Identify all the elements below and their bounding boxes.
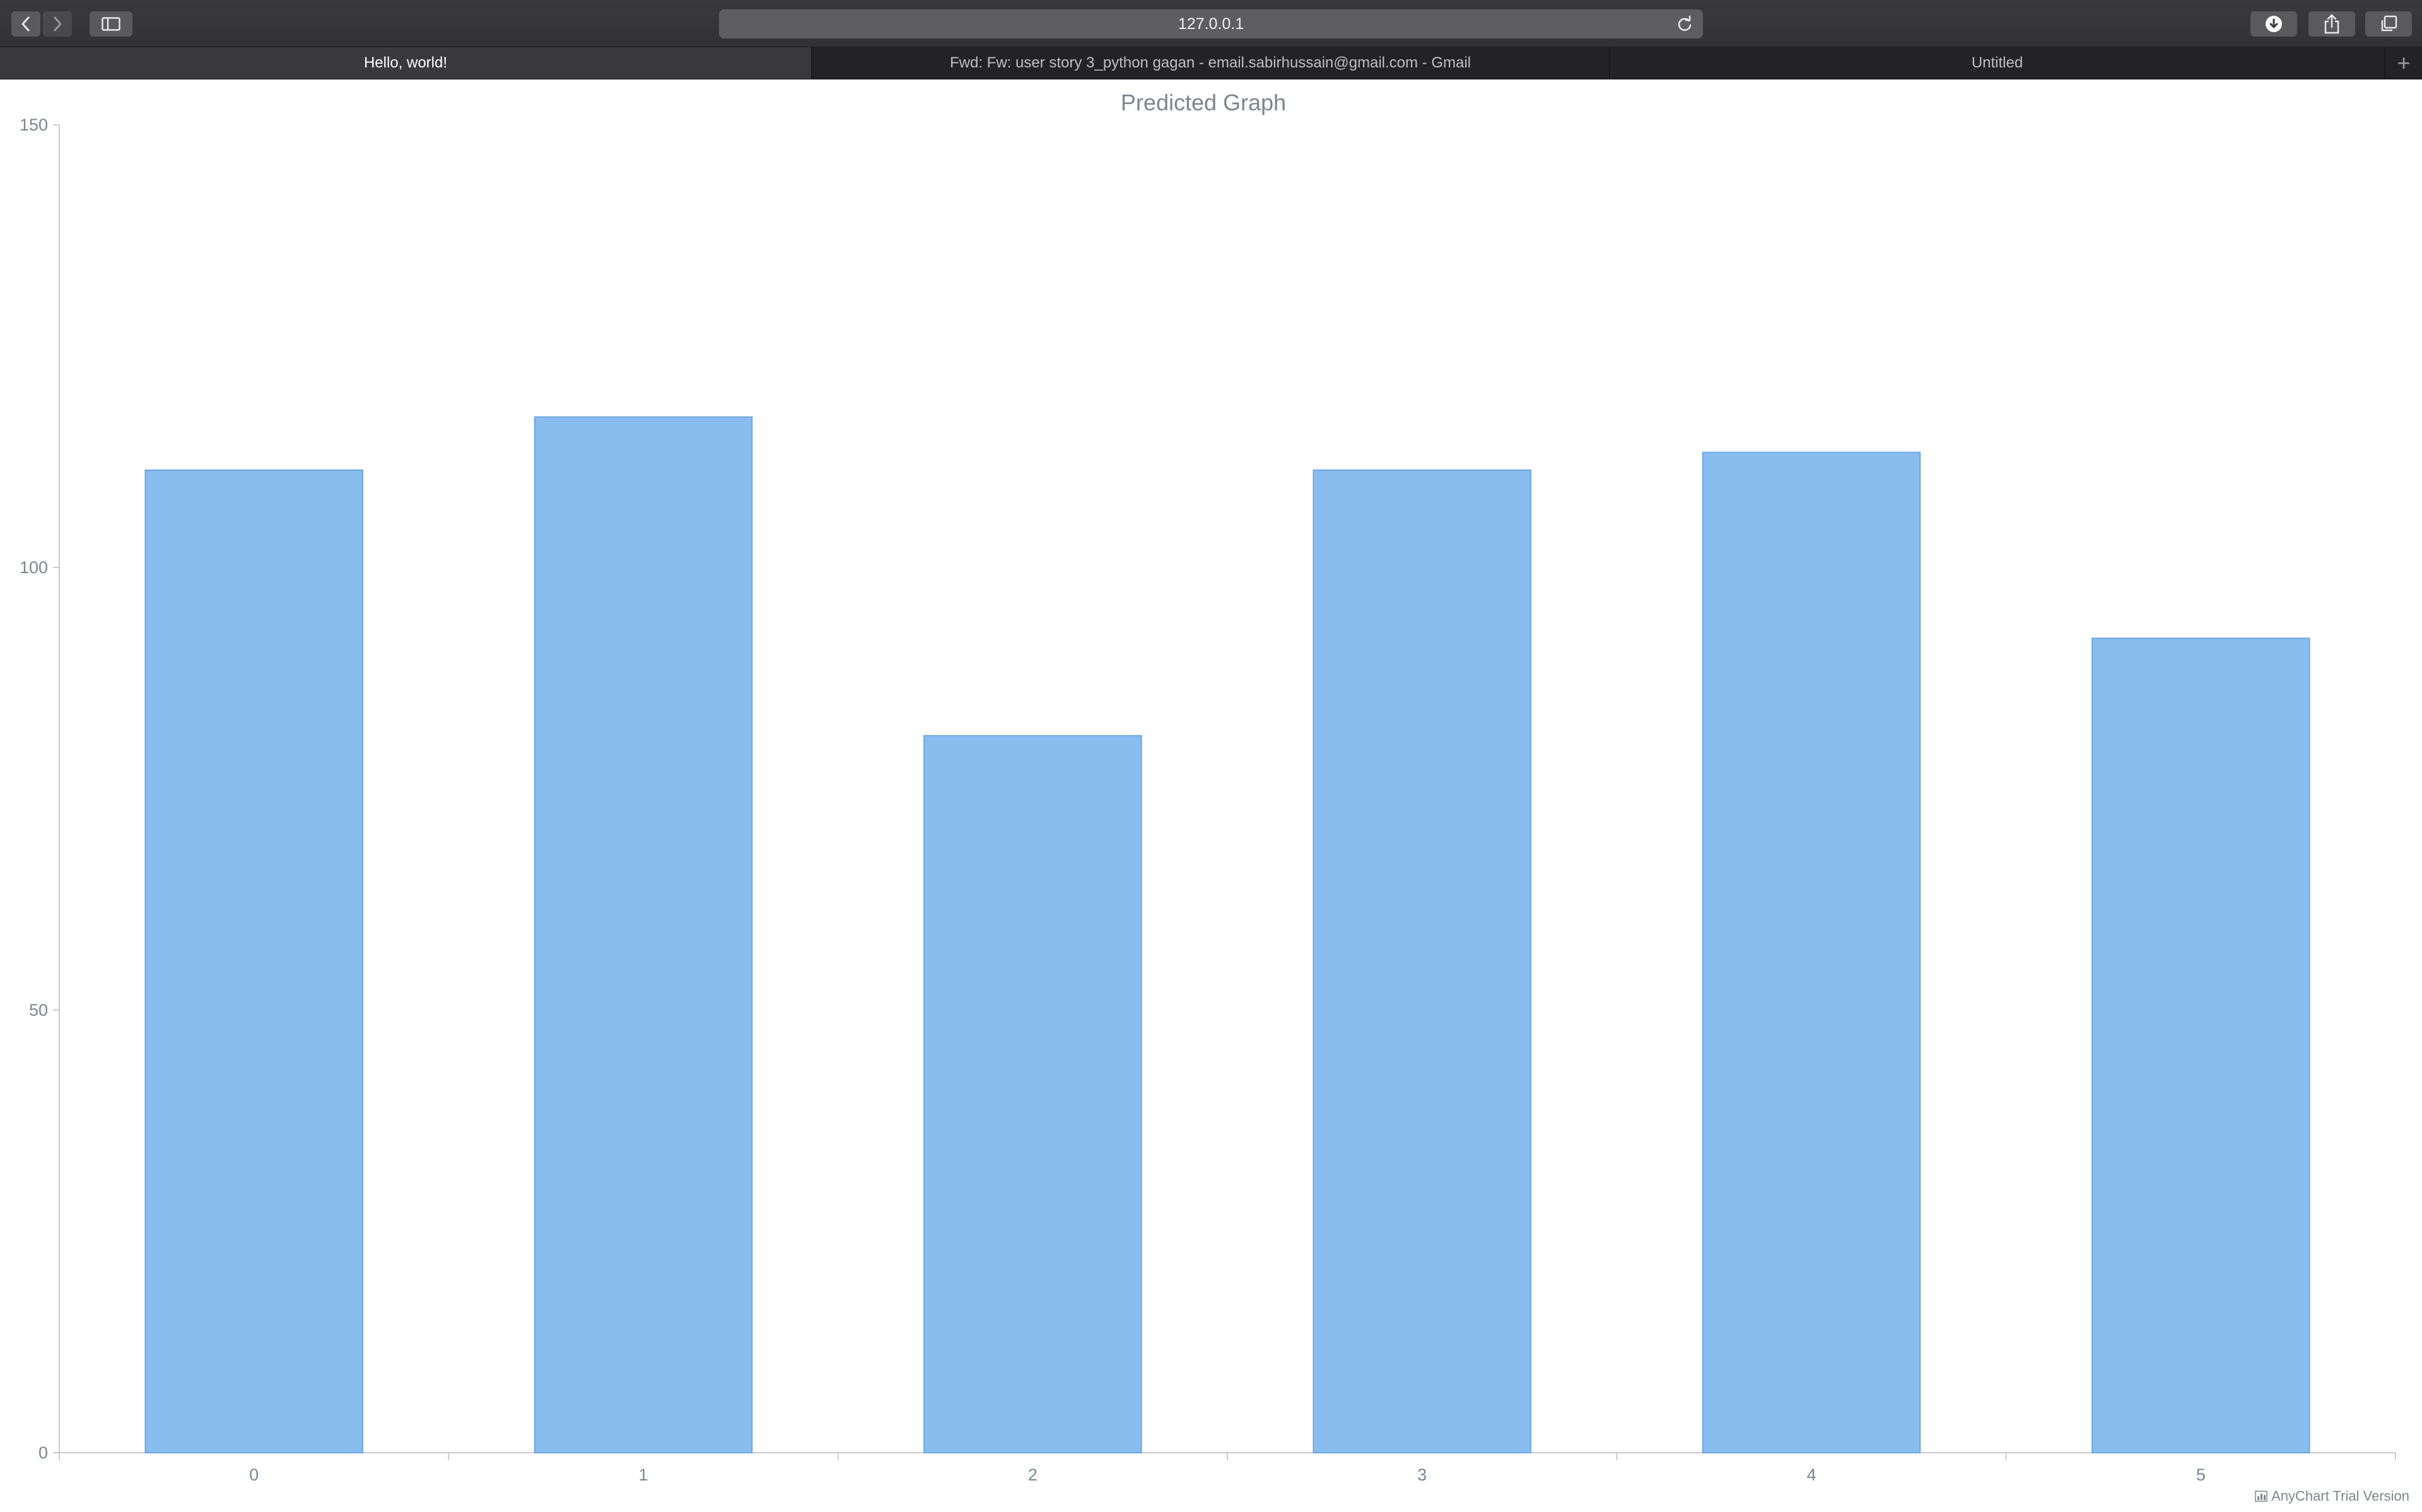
address-bar[interactable]: 127.0.0.1 bbox=[719, 9, 1703, 38]
back-button[interactable] bbox=[11, 11, 40, 37]
bar-3[interactable] bbox=[1313, 469, 1531, 1453]
tab-gmail[interactable]: Fwd: Fw: user story 3_python gagan - ema… bbox=[812, 47, 1610, 79]
tab-bar: Hello, world! Fwd: Fw: user story 3_pyth… bbox=[0, 47, 2422, 79]
tab-untitled[interactable]: Untitled bbox=[1610, 47, 2385, 79]
chevron-left-icon bbox=[21, 16, 30, 32]
credit-text: AnyChart Trial Version bbox=[2271, 1488, 2409, 1504]
sidebar-toggle-button[interactable] bbox=[90, 11, 132, 37]
tab-hello-world[interactable]: Hello, world! bbox=[0, 47, 812, 79]
chart-title: Predicted Graph bbox=[1120, 90, 1287, 115]
y-tick-label: 0 bbox=[38, 1443, 48, 1462]
chart-icon bbox=[2255, 1491, 2267, 1502]
x-tick-label: 2 bbox=[1028, 1465, 1038, 1484]
x-tick-label: 4 bbox=[1806, 1465, 1816, 1484]
downloads-button[interactable] bbox=[2250, 11, 2297, 37]
bar-chart: 0 50 100 150 0 1 2 3 4 5 bbox=[20, 115, 2396, 1484]
chevron-right-icon bbox=[54, 16, 62, 32]
tab-overview-button[interactable] bbox=[2365, 11, 2412, 37]
bar-1[interactable] bbox=[534, 416, 753, 1454]
tab-label: Untitled bbox=[1971, 54, 2023, 71]
reload-icon[interactable] bbox=[1675, 15, 1694, 33]
bar-5[interactable] bbox=[2091, 637, 2310, 1454]
bar-0[interactable] bbox=[144, 469, 363, 1453]
tab-label: Hello, world! bbox=[363, 54, 448, 71]
y-tick-label: 50 bbox=[29, 1001, 48, 1020]
x-tick-label: 5 bbox=[2196, 1465, 2206, 1484]
y-tick-label: 150 bbox=[20, 115, 48, 134]
bar-4[interactable] bbox=[1702, 451, 1921, 1453]
tabs-icon bbox=[2381, 15, 2397, 32]
x-tick-label: 1 bbox=[638, 1465, 648, 1484]
browser-toolbar: 127.0.0.1 bbox=[0, 0, 2422, 47]
x-tick-label: 3 bbox=[1417, 1465, 1427, 1484]
y-tick-label: 100 bbox=[20, 558, 48, 577]
bar-2[interactable] bbox=[923, 735, 1142, 1453]
forward-button[interactable] bbox=[43, 11, 72, 37]
chart-credit[interactable]: AnyChart Trial Version bbox=[2255, 1488, 2409, 1504]
tab-label: Fwd: Fw: user story 3_python gagan - ema… bbox=[949, 54, 1471, 71]
share-button[interactable] bbox=[2308, 11, 2355, 37]
chart-area: Predicted Graph 0 50 100 150 0 1 2 3 4 5 AnyChart… bbox=[0, 79, 2422, 1512]
plus-icon: + bbox=[2397, 50, 2411, 76]
sidebar-icon bbox=[102, 17, 120, 31]
new-tab-button[interactable]: + bbox=[2385, 47, 2422, 79]
download-icon bbox=[2266, 16, 2282, 32]
address-text: 127.0.0.1 bbox=[1178, 15, 1244, 33]
share-icon bbox=[2324, 14, 2339, 34]
x-tick-label: 0 bbox=[249, 1465, 259, 1484]
